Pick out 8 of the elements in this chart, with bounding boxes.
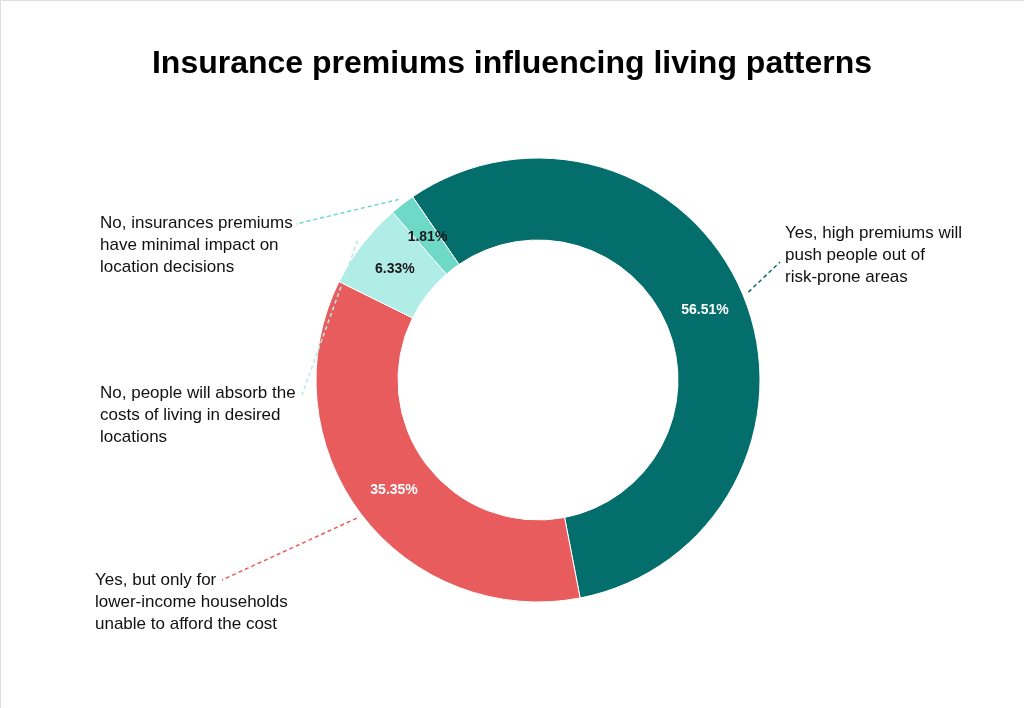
- slice-label: Yes, but only for lower-income households unable to afford the cost: [95, 570, 288, 633]
- data-label: 56.51%: [681, 301, 730, 318]
- chart-title: Insurance premiums influencing living patterns: [151, 44, 873, 80]
- slice-label: No, insurances premiums have minimal impact on location decisions: [100, 213, 293, 276]
- slice-label: No, people will absorb the costs of living in desired locations: [100, 383, 296, 446]
- slice-label: Yes, high premiums will push people out of risk-prone areas: [785, 223, 962, 286]
- data-label: 6.33%: [374, 260, 416, 277]
- data-label: 35.35%: [370, 480, 419, 497]
